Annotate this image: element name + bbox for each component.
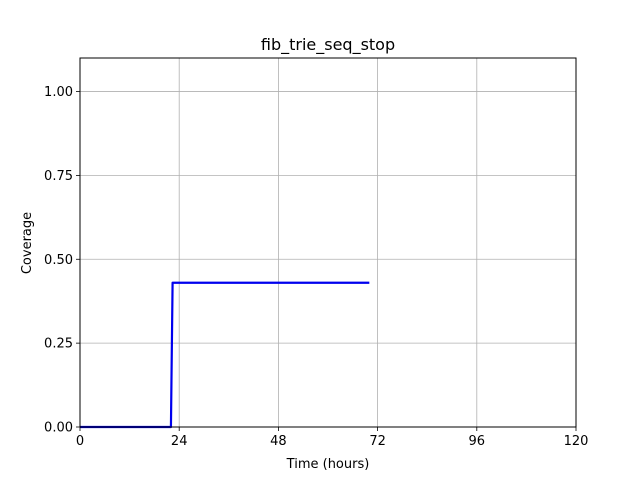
y-tick-label: 0.50 <box>44 253 73 268</box>
y-axis-label: Coverage <box>20 212 35 274</box>
x-axis-ticks: 0 24 48 72 96 120 <box>76 427 589 449</box>
x-tick-label: 48 <box>270 434 287 449</box>
chart-title: fib_trie_seq_stop <box>261 35 395 55</box>
x-tick-label: 72 <box>369 434 386 449</box>
x-axis-label: Time (hours) <box>286 457 370 472</box>
plot-frame <box>79 57 577 428</box>
y-tick-label: 0.75 <box>44 169 73 184</box>
y-tick-label: 0.00 <box>44 421 73 436</box>
x-tick-label: 24 <box>171 434 188 449</box>
y-tick-label: 1.00 <box>44 85 73 100</box>
y-axis-ticks: 0.00 0.25 0.50 0.75 1.00 <box>44 85 80 436</box>
x-tick-label: 120 <box>564 434 589 449</box>
y-tick-label: 0.25 <box>44 337 73 352</box>
x-tick-label: 96 <box>469 434 486 449</box>
x-tick-label: 0 <box>76 434 84 449</box>
